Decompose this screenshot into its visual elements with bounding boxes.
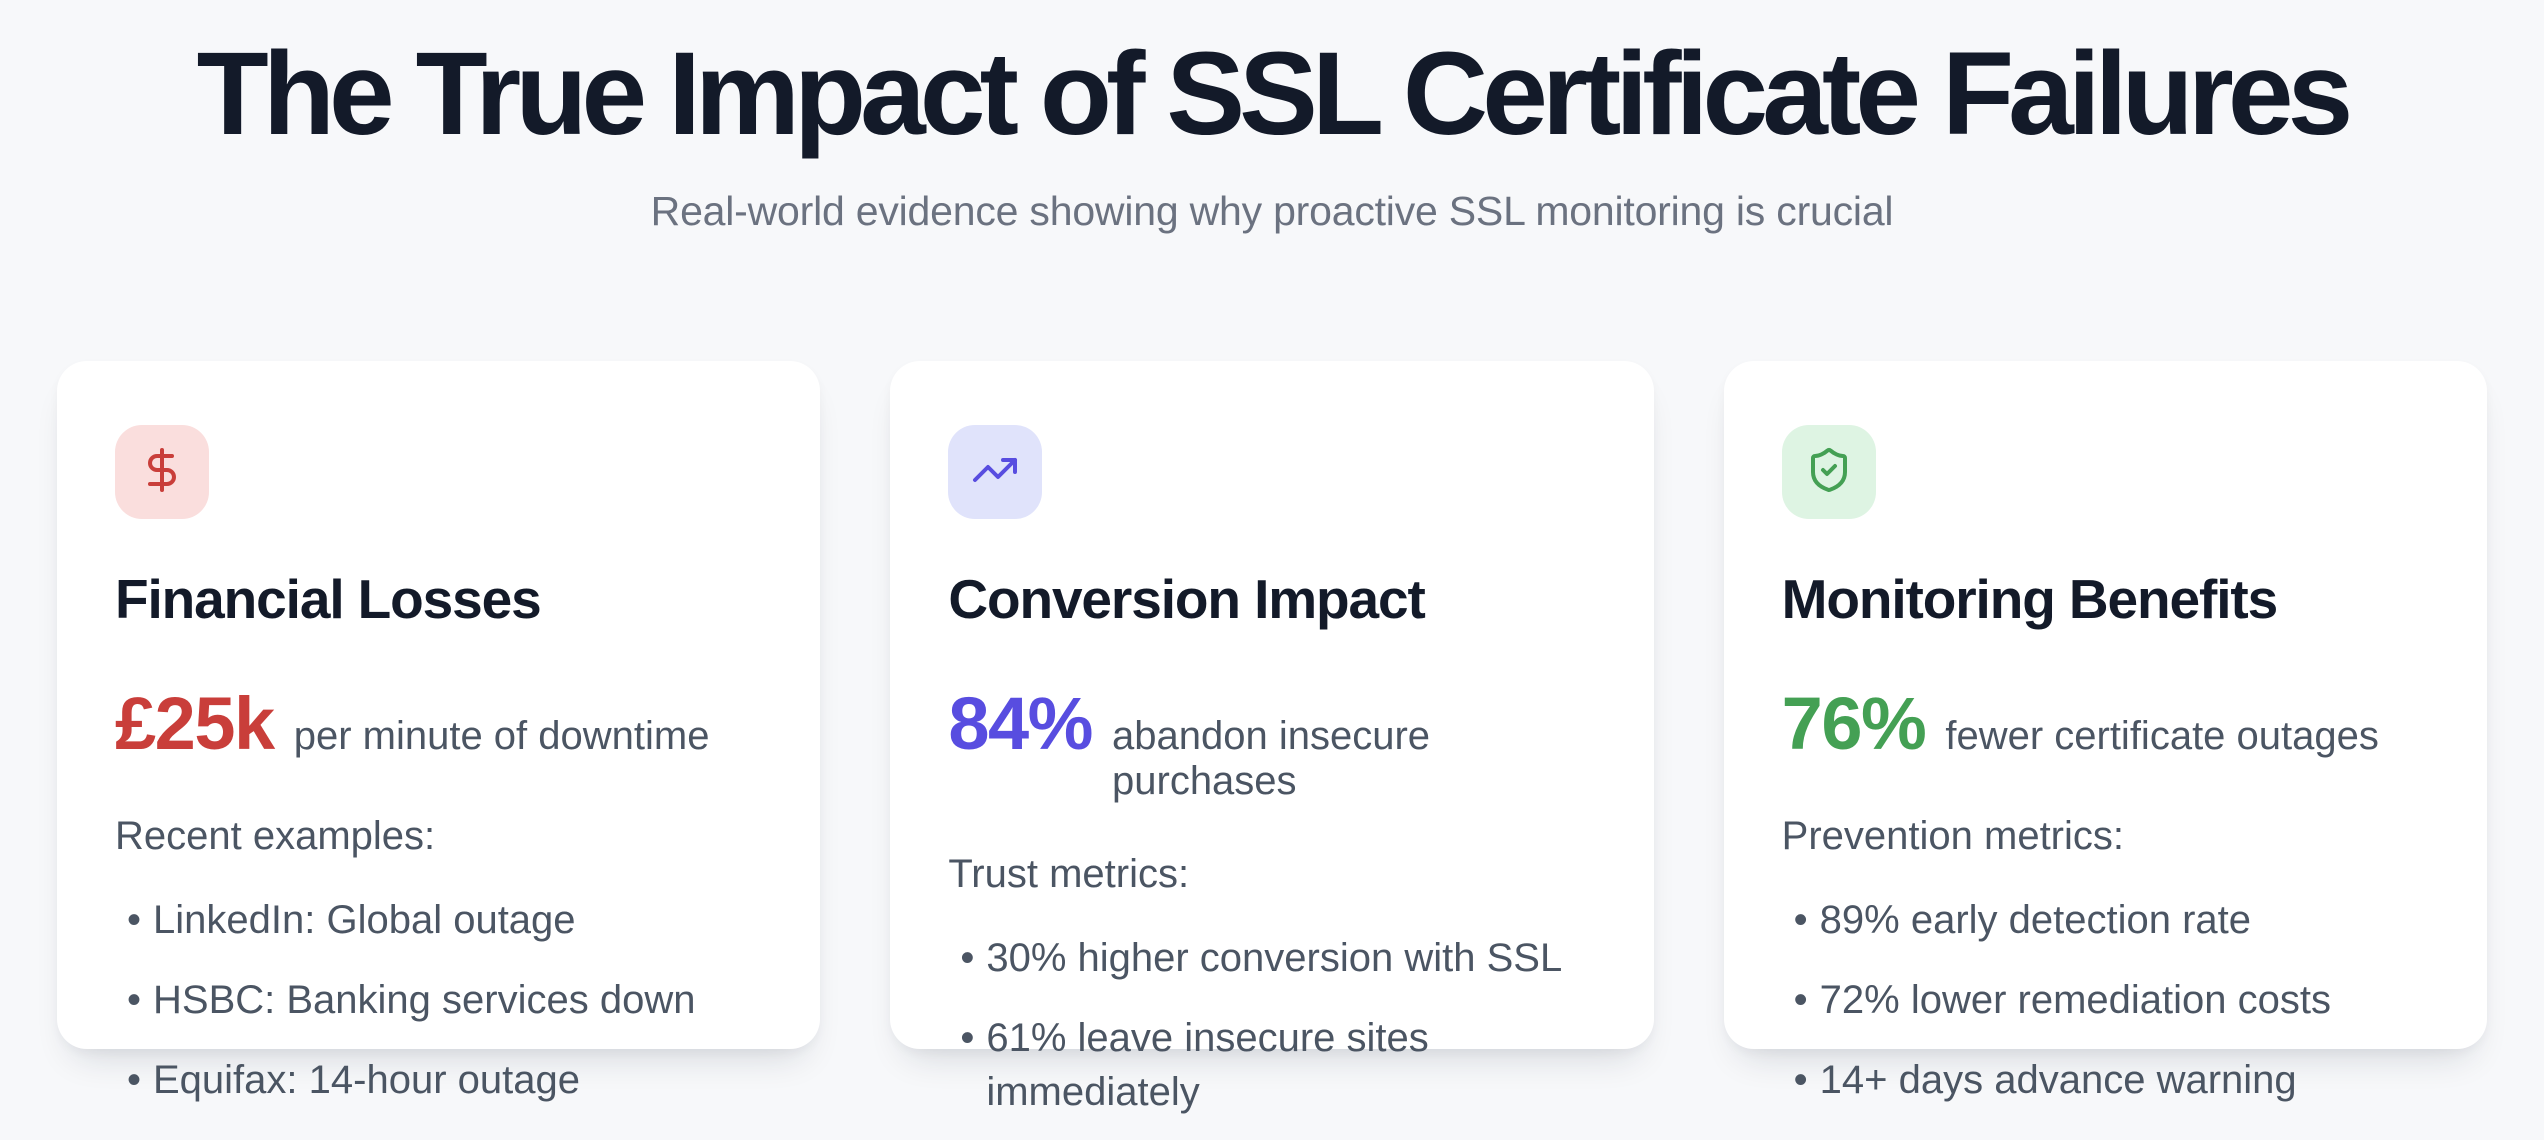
bullet-dot-icon: •: [127, 898, 142, 943]
card-heading: Financial Losses: [115, 568, 542, 631]
page-subtitle: Real-world evidence showing why proactiv…: [650, 188, 1894, 235]
list-title: Trust metrics:: [948, 852, 1190, 897]
stat-cards-row: Financial Losses £25k per minute of down…: [0, 361, 2544, 1114]
bullet-dot-icon: •: [960, 1016, 975, 1061]
list-item-text: 30% higher conversion with SSL: [986, 936, 1563, 981]
list-item-text: 14+ days advance warning: [1819, 1058, 2297, 1103]
icon-badge: [1781, 425, 1876, 520]
bullet-dot-icon: •: [960, 936, 975, 981]
bullet-list: • 30% higher conversion with SSL • 61% l…: [948, 931, 1595, 1140]
icon-badge: [948, 425, 1043, 520]
list-item-text: LinkedIn: Global outage: [153, 898, 576, 943]
stat-value: 76%: [1781, 682, 1927, 766]
stat-row: 76% fewer certificate outages: [1782, 681, 2429, 766]
list-title: Recent examples:: [115, 814, 436, 859]
list-item-text: 72% lower remediation costs: [1819, 978, 2332, 1023]
list-title: Prevention metrics:: [1781, 814, 2124, 859]
trending-up-icon: [971, 446, 1019, 499]
list-item: • 89% early detection rate: [1782, 893, 2429, 947]
list-item: • HSBC: Banking services down: [115, 973, 762, 1027]
card-financial-losses: Financial Losses £25k per minute of down…: [57, 361, 821, 1102]
list-item: • 30% higher conversion with SSL: [948, 931, 1595, 985]
bullet-dot-icon: •: [127, 978, 142, 1023]
stat-row: 84% abandon insecure purchases: [948, 681, 1595, 804]
bullet-dot-icon: •: [1793, 898, 1808, 943]
card-heading: Conversion Impact: [948, 568, 1426, 631]
card-heading: Monitoring Benefits: [1781, 568, 2279, 631]
stat-value: 84%: [948, 682, 1093, 766]
list-item-text: 89% early detection rate: [1819, 898, 2252, 943]
stat-label: abandon insecure purchases: [1112, 714, 1431, 804]
list-item: • 72% lower remediation costs: [1782, 973, 2429, 1027]
bullet-dot-icon: •: [127, 1058, 142, 1103]
bullet-dot-icon: •: [1793, 1058, 1808, 1103]
icon-badge: [115, 425, 209, 520]
stat-row: £25k per minute of downtime: [115, 681, 762, 766]
list-item-text: Equifax: 14-hour outage: [153, 1058, 580, 1103]
stat-value: £25k: [115, 682, 275, 766]
shield-check-icon: [1805, 446, 1853, 499]
bullet-list: • LinkedIn: Global outage • HSBC: Bankin…: [115, 893, 762, 1107]
list-item: • 14+ days advance warning: [1782, 1053, 2429, 1107]
list-item: • 61% leave insecure sites immediately: [948, 1011, 1595, 1119]
dollar-sign-icon: [138, 446, 186, 499]
bullet-dot-icon: •: [1793, 978, 1808, 1023]
stat-label: fewer certificate outages: [1945, 714, 2379, 759]
card-monitoring-benefits: Monitoring Benefits 76% fewer certificat…: [1723, 361, 2487, 1102]
list-item-text: 61% leave insecure sites immediately: [986, 1016, 1429, 1115]
list-item: • Equifax: 14-hour outage: [115, 1053, 762, 1107]
list-item: • LinkedIn: Global outage: [115, 893, 762, 947]
card-conversion-impact: Conversion Impact 84% abandon insecure p…: [890, 361, 1654, 1114]
stat-label: per minute of downtime: [293, 714, 710, 759]
bullet-list: • 89% early detection rate • 72% lower r…: [1782, 893, 2429, 1107]
page-title: The True Impact of SSL Certificate Failu…: [196, 28, 2354, 160]
list-item-text: HSBC: Banking services down: [153, 978, 696, 1023]
